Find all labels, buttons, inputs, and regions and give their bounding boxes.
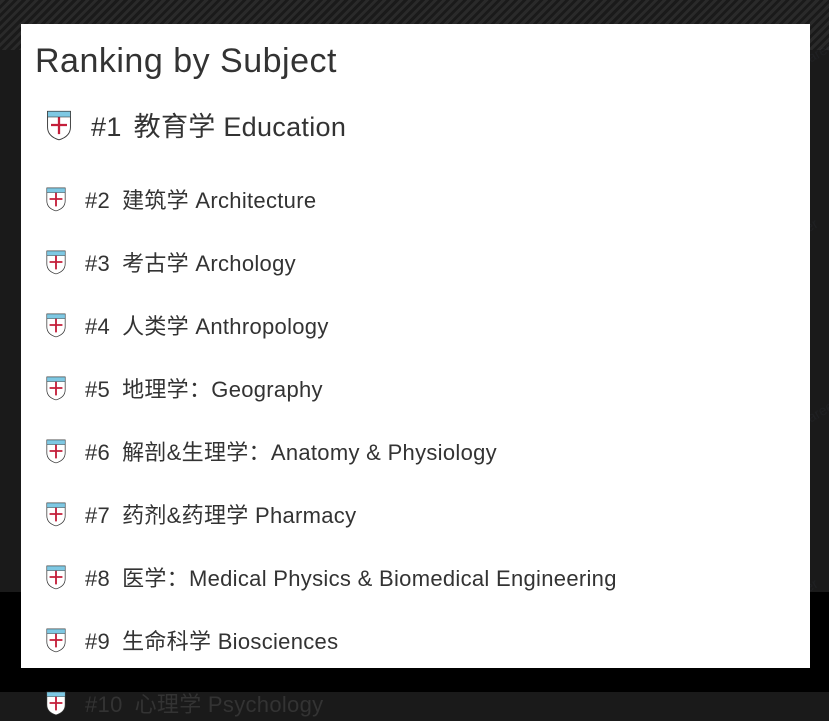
shield-crest-icon — [45, 312, 67, 338]
rank-label: 医学：Medical Physics & Biomedical Engineer… — [122, 566, 617, 591]
rank-label: 考古学 Archology — [122, 251, 296, 276]
ranking-text: #6 解剖&生理学：Anatomy & Physiology — [85, 435, 497, 467]
shield-crest-icon — [45, 627, 67, 653]
rank-number: #5 — [85, 377, 110, 402]
ranking-text: #1 教育学 Education — [91, 105, 346, 144]
ranking-item: #4 人类学 Anthropology — [45, 309, 796, 341]
rank-label: 生命科学 Biosciences — [122, 629, 338, 654]
ranking-item: #8 医学：Medical Physics & Biomedical Engine… — [45, 561, 796, 593]
rank-label: 教育学 Education — [134, 112, 347, 142]
ranking-item: #9 生命科学 Biosciences — [45, 624, 796, 656]
shield-crest-icon — [45, 109, 73, 141]
rank-number: #2 — [85, 188, 110, 213]
ranking-item: #1 教育学 Education — [45, 105, 796, 144]
ranking-text: #7 药剂&药理学 Pharmacy — [85, 498, 356, 530]
shield-crest-icon — [45, 564, 67, 590]
rank-number: #7 — [85, 503, 110, 528]
ranking-item: #3 考古学 Archology — [45, 246, 796, 278]
rank-label: 建筑学 Architecture — [122, 188, 316, 213]
ranking-item: #6 解剖&生理学：Anatomy & Physiology — [45, 435, 796, 467]
shield-crest-icon — [45, 375, 67, 401]
rank-label: 心理学 Psychology — [135, 692, 324, 717]
rank-number: #6 — [85, 440, 110, 465]
ranking-text: #9 生命科学 Biosciences — [85, 624, 338, 656]
rank-number: #3 — [85, 251, 110, 276]
ranking-text: #5 地理学：Geography — [85, 372, 323, 404]
ranking-text: #8 医学：Medical Physics & Biomedical Engine… — [85, 561, 617, 593]
rank-number: #9 — [85, 629, 110, 654]
rank-label: 药剂&药理学 Pharmacy — [122, 503, 356, 528]
shield-crest-icon — [45, 249, 67, 275]
card-title: Ranking by Subject — [35, 42, 796, 81]
ranking-text: #2 建筑学 Architecture — [85, 183, 316, 215]
ranking-list: #1 教育学 Education #2 建筑学 Architecture #3 考古学… — [35, 105, 796, 719]
shield-crest-icon — [45, 186, 67, 212]
ranking-item: #2 建筑学 Architecture — [45, 183, 796, 215]
rank-number: #10 — [85, 692, 123, 717]
rank-label: 解剖&生理学：Anatomy & Physiology — [122, 440, 497, 465]
ranking-item: #5 地理学：Geography — [45, 372, 796, 404]
ranking-card: Ranking by Subject #1 教育学 Education #2 建筑学… — [21, 24, 810, 668]
shield-crest-icon — [45, 438, 67, 464]
ranking-item: #7 药剂&药理学 Pharmacy — [45, 498, 796, 530]
shield-crest-icon — [45, 501, 67, 527]
ranking-text: #4 人类学 Anthropology — [85, 309, 329, 341]
shield-crest-icon — [45, 690, 67, 716]
rank-number: #1 — [91, 112, 122, 142]
rank-number: #8 — [85, 566, 110, 591]
rank-label: 地理学：Geography — [122, 377, 323, 402]
rank-label: 人类学 Anthropology — [122, 314, 329, 339]
ranking-text: #3 考古学 Archology — [85, 246, 296, 278]
rank-number: #4 — [85, 314, 110, 339]
